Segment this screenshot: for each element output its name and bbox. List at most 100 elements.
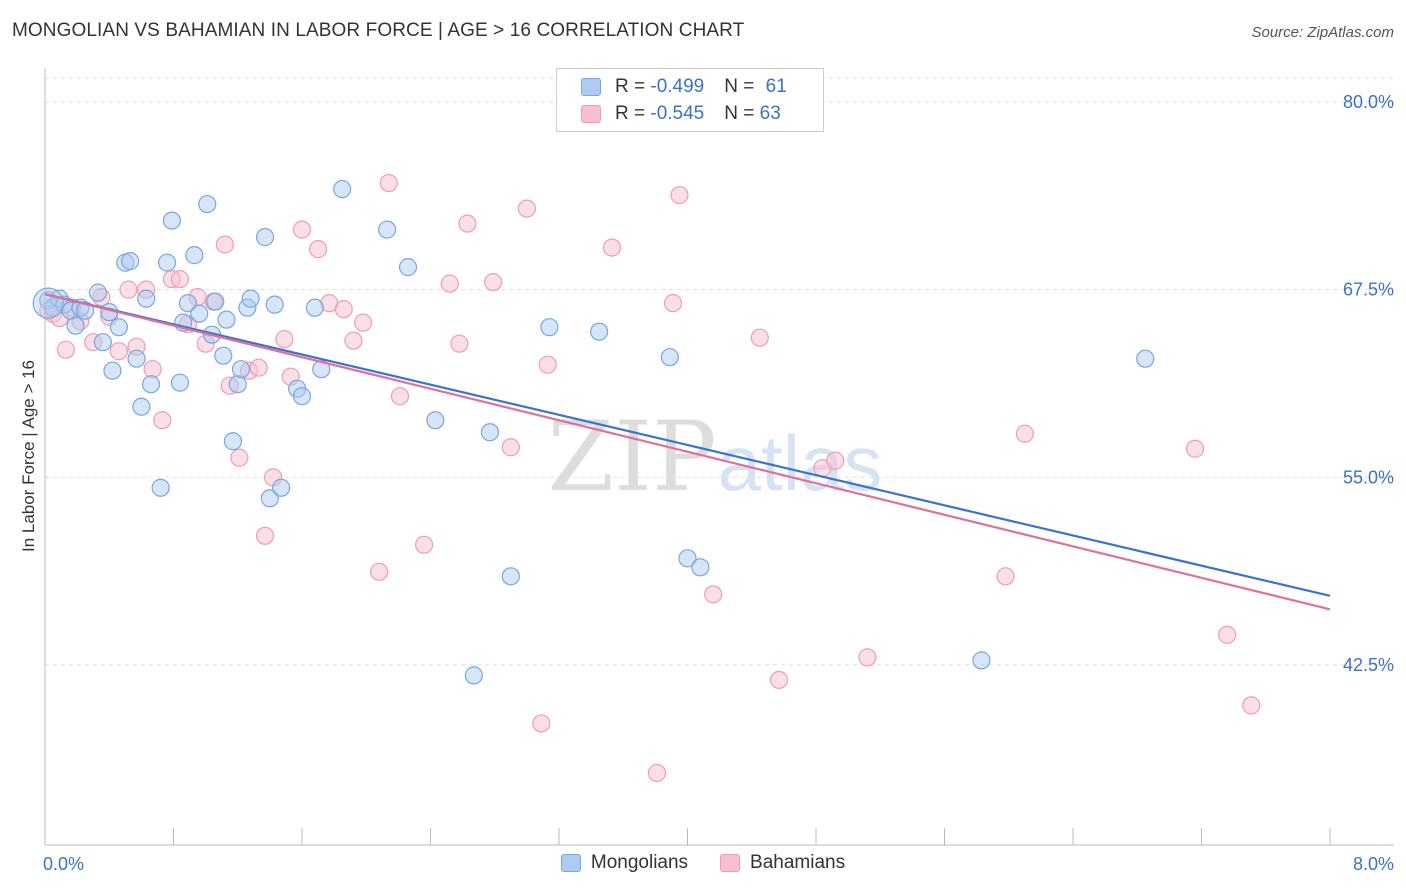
bahamian-point — [704, 585, 723, 604]
trend-lines — [44, 293, 1331, 611]
mongolian-point — [190, 304, 209, 323]
bahamian-point — [292, 220, 312, 239]
bahamian-point — [440, 274, 459, 293]
mongolian-point — [241, 289, 260, 308]
mongolian-point — [132, 397, 151, 416]
bahamian-point — [170, 270, 190, 289]
mongolian-point-cluster — [32, 287, 64, 319]
bahamian-point — [390, 387, 410, 406]
legend-r-label: R = — [615, 76, 651, 97]
bahamian-point — [750, 328, 769, 347]
stats-legend: R = -0.499 N = 61 R = -0.545 N = 63 — [556, 68, 824, 132]
x-tick-label-min: 0.0% — [43, 854, 84, 874]
bahamian-swatch — [581, 105, 601, 123]
bahamian-point — [670, 185, 689, 205]
mongolian-point — [214, 346, 233, 365]
bahamian-trend-line — [44, 293, 1331, 611]
bahamian-point — [308, 240, 328, 259]
mongolian-point — [691, 558, 710, 577]
bahamian-point — [602, 238, 622, 257]
bahamian-legend-swatch — [720, 854, 741, 872]
bahamian-point — [484, 273, 503, 292]
mongolian-point — [198, 194, 217, 214]
mongolian-point — [93, 333, 112, 352]
bahamian-point — [344, 331, 363, 350]
mongolian-point — [109, 318, 128, 337]
mongolian-point — [127, 349, 146, 368]
bahamian-point — [109, 342, 128, 361]
tick-labels: 42.5% 55.0% 67.5% 80.0% 0.0% 8.0% — [43, 92, 1394, 874]
mongolian-point — [178, 294, 198, 313]
bahamian-point — [249, 358, 268, 377]
mongolian-point — [464, 666, 483, 685]
legend-n-label: N = — [724, 103, 760, 124]
bahamian-point — [532, 714, 551, 733]
mongolian-point — [228, 375, 247, 394]
mongolian-point — [398, 258, 418, 277]
mongolian-point — [501, 567, 520, 586]
legend-bahamians-label: Bahamians — [750, 852, 846, 873]
bahamian-point — [215, 235, 234, 254]
mongolian-point — [206, 292, 225, 311]
mongolian-point — [137, 289, 156, 308]
bahamian-point — [858, 648, 877, 667]
chart-title: MONGOLIAN VS BAHAMIAN IN LABOR FORCE | A… — [12, 20, 745, 41]
bahamian-point — [1185, 439, 1205, 458]
legend-r-value: -0.545 — [650, 103, 705, 124]
mongolian-point — [185, 246, 204, 265]
legend-r-label: R = — [615, 103, 651, 124]
bahamian-point — [826, 451, 845, 470]
mongolian-point — [480, 423, 500, 442]
bahamian-point — [647, 763, 667, 783]
mongolian-swatch — [581, 78, 601, 96]
mongolian-point — [540, 318, 559, 337]
bahamian-point — [119, 280, 138, 299]
mongolian-point — [305, 298, 324, 317]
mongolian-point — [170, 373, 190, 392]
legend-item-mongolians: Mongolians — [560, 852, 689, 874]
legend-mongolians-label: Mongolians — [590, 852, 689, 873]
mongolian-point — [162, 211, 181, 230]
bahamian-point — [370, 562, 389, 581]
bahamian-point — [996, 567, 1015, 586]
legend-r-value: -0.499 — [650, 76, 705, 97]
x-tick-label-max: 8.0% — [1353, 854, 1394, 874]
y-tick-label: 55.0% — [1343, 467, 1394, 487]
bahamian-point — [663, 294, 683, 313]
mongolian-point — [972, 651, 991, 670]
bahamian-point — [517, 199, 536, 218]
mongolian-point — [121, 252, 140, 271]
y-axis-label: In Labor Force | Age > 16 — [19, 360, 38, 552]
mongolian-point — [76, 301, 95, 320]
mongolian-point — [678, 549, 697, 568]
bahamian-point — [450, 334, 469, 353]
mongolian-point — [333, 179, 352, 199]
mongolian-point — [272, 478, 291, 497]
bahamian-point — [1015, 424, 1034, 443]
mongolian-point — [660, 348, 679, 367]
axes — [44, 68, 1394, 846]
bahamian-point — [538, 355, 557, 374]
legend-item-bahamians: Bahamians — [720, 852, 845, 874]
mongolian-trend-line — [44, 293, 1331, 597]
bahamian-point — [458, 214, 477, 233]
legend-n-label: N = — [724, 76, 760, 97]
y-tick-label: 42.5% — [1343, 655, 1394, 675]
bahamian-point — [769, 670, 789, 689]
bahamian-point — [501, 438, 520, 457]
bahamian-point — [255, 526, 275, 545]
bahamian-point — [334, 300, 353, 319]
bahamian-point — [1242, 696, 1261, 715]
bahamian-point — [1218, 625, 1237, 644]
mongolian-point — [223, 432, 243, 451]
mongolian-point — [231, 360, 251, 379]
mongolian-point — [103, 361, 122, 380]
bahamian-point — [353, 313, 373, 332]
source-label: Source: ZipAtlas.com — [1251, 24, 1394, 41]
legend-row-bahamians: R = -0.545 N = 63 — [581, 102, 781, 126]
mongolian-point — [260, 489, 279, 508]
legend-row-mongolians: R = -0.499 N = 61 — [581, 75, 787, 99]
legend-n-value: 61 — [765, 76, 787, 97]
legend-n-value: 63 — [759, 103, 781, 124]
